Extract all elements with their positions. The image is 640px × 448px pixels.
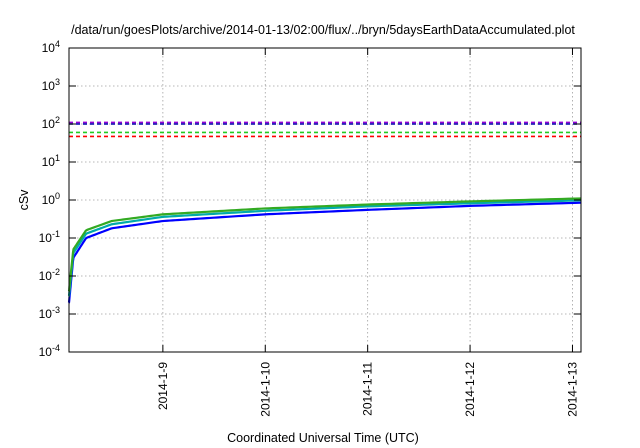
series-lines	[67, 121, 582, 304]
x-axis-label: Coordinated Universal Time (UTC)	[227, 431, 419, 445]
y-tick-label-text: 10-2	[39, 267, 60, 283]
y-tick-label-text: 10-3	[39, 305, 60, 321]
y-tick-label: 100	[42, 191, 60, 207]
y-tick-label: 10-4	[39, 343, 60, 359]
x-tick-label: 2014-1-9	[156, 362, 170, 410]
y-tick-label-text: 103	[42, 77, 60, 93]
y-tick-label: 10-2	[39, 267, 60, 283]
series-line	[67, 201, 582, 304]
series-line	[67, 197, 582, 293]
x-tick-labels: 2014-1-9 2014-1-10 2014-1-11 2014-1-12 2014-…	[156, 362, 580, 417]
y-tick-label-text: 104	[42, 39, 60, 55]
y-tick-labels: 10-4 10-3 10-2 10-1 100 101 102 103 104	[39, 39, 60, 359]
y-tick-label-text: 10-4	[39, 343, 60, 359]
axis-ticks	[69, 47, 581, 353]
y-tick-label: 101	[42, 153, 60, 169]
y-tick-label: 104	[42, 39, 60, 55]
chart-title: /data/run/goesPlots/archive/2014-01-13/0…	[71, 23, 575, 37]
x-tick-label: 2014-1-13	[565, 362, 579, 417]
y-tick-label-text: 102	[42, 115, 60, 131]
y-tick-label: 103	[42, 77, 60, 93]
x-tick-label: 2014-1-11	[361, 362, 375, 416]
y-axis-label: cSv	[17, 189, 31, 211]
y-tick-label: 10-1	[39, 229, 60, 245]
series-line	[67, 199, 582, 297]
x-tick-label: 2014-1-10	[258, 362, 272, 417]
y-tick-label-text: 100	[42, 191, 60, 207]
y-tick-label-text: 10-1	[39, 229, 60, 245]
x-tick-label: 2014-1-12	[463, 362, 477, 417]
y-tick-label: 10-3	[39, 305, 60, 321]
grid-lines	[69, 48, 581, 352]
y-tick-label: 102	[42, 115, 60, 131]
y-tick-label-text: 101	[42, 153, 60, 169]
